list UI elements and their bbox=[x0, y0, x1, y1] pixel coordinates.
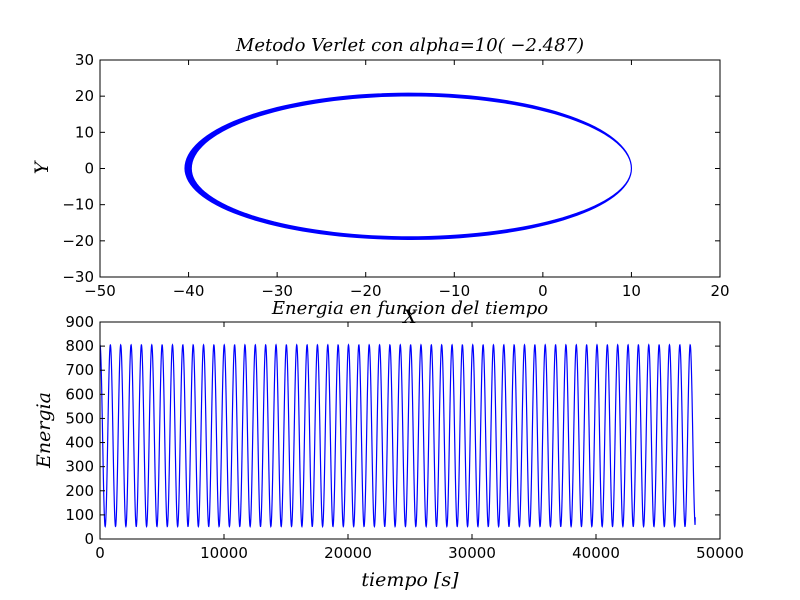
orbit-plot-frame bbox=[100, 60, 720, 277]
energy-series bbox=[100, 345, 695, 527]
orbit-ytick-label: −30 bbox=[62, 268, 94, 286]
energy-ytick-label: 200 bbox=[65, 482, 94, 500]
energy-xtick-label: 20000 bbox=[324, 544, 372, 562]
energy-xtick-label: 50000 bbox=[696, 544, 744, 562]
energy-ytick-label: 800 bbox=[65, 337, 94, 355]
energy-ytick-label: 300 bbox=[65, 458, 94, 476]
orbit-xtick-label: −40 bbox=[173, 282, 205, 300]
orbit-xtick-label: 10 bbox=[622, 282, 641, 300]
energy-ytick-label: 100 bbox=[65, 506, 94, 524]
energy-plot-xlabel: tiempo [s] bbox=[361, 569, 459, 591]
orbit-series bbox=[185, 93, 631, 239]
energy-plot: Energia en funcion del tiempo 0 10000 2000… bbox=[33, 298, 744, 591]
energy-plot-title: Energia en funcion del tiempo bbox=[271, 298, 548, 319]
energy-xtick-label: 30000 bbox=[448, 544, 496, 562]
energy-xtick-label: 0 bbox=[95, 544, 105, 562]
orbit-ytick-label: 30 bbox=[75, 51, 94, 69]
energy-ytick-label: 500 bbox=[65, 409, 94, 427]
energy-xtick-label: 10000 bbox=[200, 544, 248, 562]
orbit-plot-ylabel: Y bbox=[31, 159, 53, 174]
orbit-ytick-label: 10 bbox=[75, 123, 94, 141]
orbit-ytick-label: −10 bbox=[62, 196, 94, 214]
energy-series-line bbox=[100, 345, 695, 527]
energy-ytick-label: 400 bbox=[65, 434, 94, 452]
orbit-xtick-label: 20 bbox=[710, 282, 729, 300]
orbit-ytick-label: 0 bbox=[84, 160, 94, 178]
orbit-ytick-label: 20 bbox=[75, 87, 94, 105]
energy-plot-ylabel: Energia bbox=[33, 392, 55, 469]
orbit-series-line bbox=[185, 93, 631, 239]
energy-ytick-label: 700 bbox=[65, 361, 94, 379]
orbit-ytick-label: −20 bbox=[62, 232, 94, 250]
energy-ytick-label: 0 bbox=[84, 530, 94, 548]
energy-ytick-label: 600 bbox=[65, 385, 94, 403]
energy-xtick-label: 40000 bbox=[572, 544, 620, 562]
orbit-plot: Metodo Verlet con alpha=10( −2.487) −50−… bbox=[31, 35, 730, 328]
orbit-plot-title: Metodo Verlet con alpha=10( −2.487) bbox=[235, 35, 584, 56]
energy-ytick-label: 900 bbox=[65, 313, 94, 331]
